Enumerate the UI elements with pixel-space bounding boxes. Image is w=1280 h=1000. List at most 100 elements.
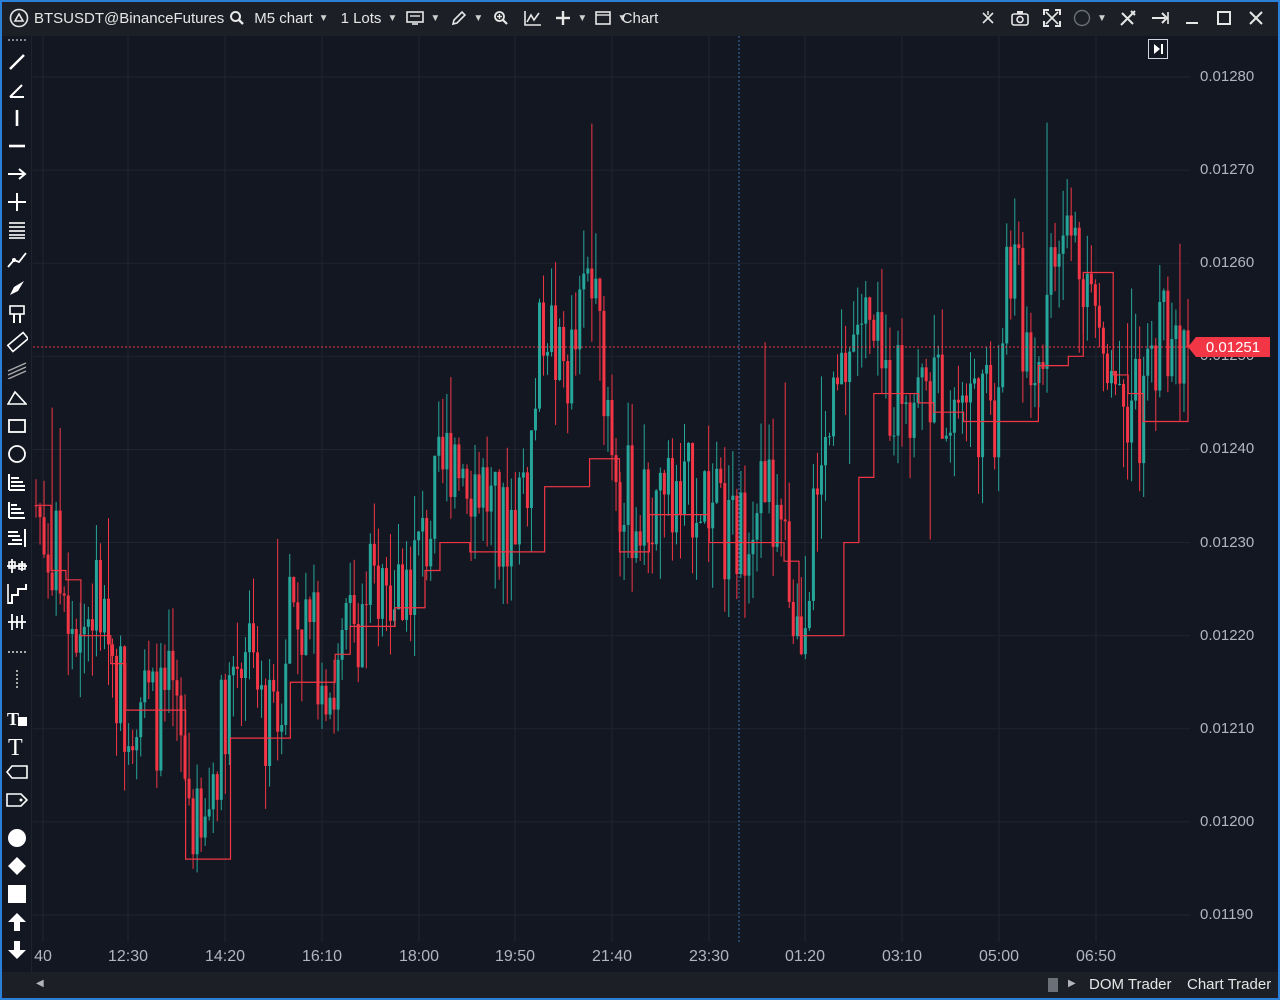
camera-icon[interactable] [1004,0,1036,36]
arrow-line-icon[interactable] [4,162,30,186]
timeframe-label: M5 chart [254,9,313,27]
candle-body-bull [803,628,807,655]
candle-body-bull [755,513,759,540]
candle-body-bear [691,442,695,538]
candle-body-bear [239,668,243,679]
candle-body-bear [940,354,944,439]
time-axis[interactable]: 40 12:30 14:20 16:10 18:00 19:50 21:40 23:30 01:… [33,942,1190,972]
price-chart[interactable] [33,36,1190,942]
candle-body-bull [1033,382,1037,386]
horizontal-scrollbar[interactable] [50,983,1046,987]
brush-icon[interactable] [4,276,30,300]
candle-body-bear [58,510,62,594]
horizontal-line-icon[interactable] [4,134,30,158]
arrow-down-icon[interactable] [4,938,30,962]
maximize-icon[interactable] [1208,0,1240,36]
diamond-marker-icon[interactable] [4,854,30,878]
ray-icon[interactable] [4,78,30,102]
price-tick-label: 0.01260 [1200,254,1255,272]
chart-trader-tab[interactable]: Chart Trader [1187,976,1272,993]
timeframe-dropdown[interactable]: M5 chart ▼ [254,0,328,36]
dom-trader-tab[interactable]: DOM Trader [1089,976,1172,993]
candle-body-bull [856,324,860,335]
polyline-icon[interactable] [4,248,30,272]
candle-body-bull [280,725,284,732]
current-price-value: 0.01251 [1205,338,1261,356]
candle-body-bear [199,788,203,838]
theme-toggle-button[interactable]: ▼ [1068,0,1112,36]
candle-body-bull [642,469,646,546]
candle-body-bull [920,367,924,378]
chart-type-button[interactable]: ▼ [403,0,443,36]
chart-panel[interactable] [33,36,1190,942]
symbol-label: BTSUSDT@BinanceFutures [34,9,225,27]
parallel-channel-icon[interactable] [4,358,30,382]
pitchfork-icon[interactable] [4,554,30,578]
regression-icon[interactable] [4,526,30,550]
fullscreen-icon[interactable] [1036,0,1068,36]
close-icon[interactable] [1240,0,1272,36]
pin-icon[interactable] [1144,0,1176,36]
add-object-button[interactable]: ▼ [551,0,591,36]
chevron-down-icon: ▼ [318,12,329,24]
scroll-to-latest-button[interactable] [1148,39,1168,59]
candle-body-bull [626,445,630,525]
candle-body-bear [324,685,328,715]
candle-body-bear [977,378,981,458]
candle-body-bear [372,543,376,566]
candle-body-bull [509,509,513,567]
tools-icon[interactable] [1112,0,1144,36]
candle-body-bull [328,697,332,715]
text-icon[interactable]: T [4,734,30,758]
fib-levels-icon[interactable] [4,218,30,242]
ellipse-icon[interactable] [4,442,30,466]
ruler-box-icon[interactable] [4,302,30,326]
cross-line-icon[interactable] [4,190,30,214]
arrow-up-icon[interactable] [4,910,30,934]
vertical-line-icon[interactable] [4,106,30,130]
fib-fan-icon[interactable] [4,498,30,522]
drawing-tool-button[interactable]: ▼ [447,0,487,36]
price-axis[interactable]: 0.012800.012700.012600.012500.012400.012… [1190,36,1278,942]
label-icon[interactable] [4,760,30,784]
indicators-icon[interactable] [515,0,551,36]
ruler-icon[interactable] [4,330,30,354]
template-button[interactable]: ▼ [591,0,631,36]
dotted-h-icon[interactable] [4,640,30,664]
price-tag-icon[interactable] [4,788,30,812]
steps-icon[interactable] [4,582,30,606]
candle-body-bull [1182,330,1186,384]
rectangle-icon[interactable] [4,414,30,438]
candle-body-bull [727,500,731,580]
square-marker-icon[interactable] [4,882,30,906]
time-tick-label: 12:30 [107,948,149,965]
candle-body-bull [948,432,952,436]
candle-body-bull [852,334,856,352]
trend-line-icon[interactable] [4,50,30,74]
candle-body-bull [811,488,815,601]
triangle-icon[interactable] [4,386,30,410]
candle-body-bull [932,357,936,423]
dotted-v-icon[interactable] [4,668,30,692]
scroll-left-icon[interactable]: ◀ [36,978,44,989]
multi-line-icon[interactable] [4,610,30,634]
candle-body-bull [1001,343,1005,388]
zoom-icon[interactable] [487,0,515,36]
circle-marker-icon[interactable] [4,826,30,850]
candle-body-bear [574,329,578,350]
symbol-selector[interactable]: BTSUSDT@BinanceFutures [34,0,224,36]
lots-dropdown[interactable]: 1 Lots ▼ [341,0,398,36]
candle-body-bull [143,670,147,703]
time-tick-label: 19:50 [494,948,536,965]
scroll-right-icon[interactable]: ▶ [1068,978,1076,989]
candle-body-bear [743,492,747,576]
scrollbar-thumb[interactable] [1048,978,1058,992]
symbol-search-icon[interactable] [224,0,250,36]
gann-icon[interactable] [4,470,30,494]
crosshair-icon[interactable] [972,0,1004,36]
text-lock-icon[interactable]: T [4,706,30,730]
candle-body-bear [38,506,42,518]
candle-body-bear [111,644,115,656]
minimize-icon[interactable] [1176,0,1208,36]
candle-body-bear [956,399,960,403]
